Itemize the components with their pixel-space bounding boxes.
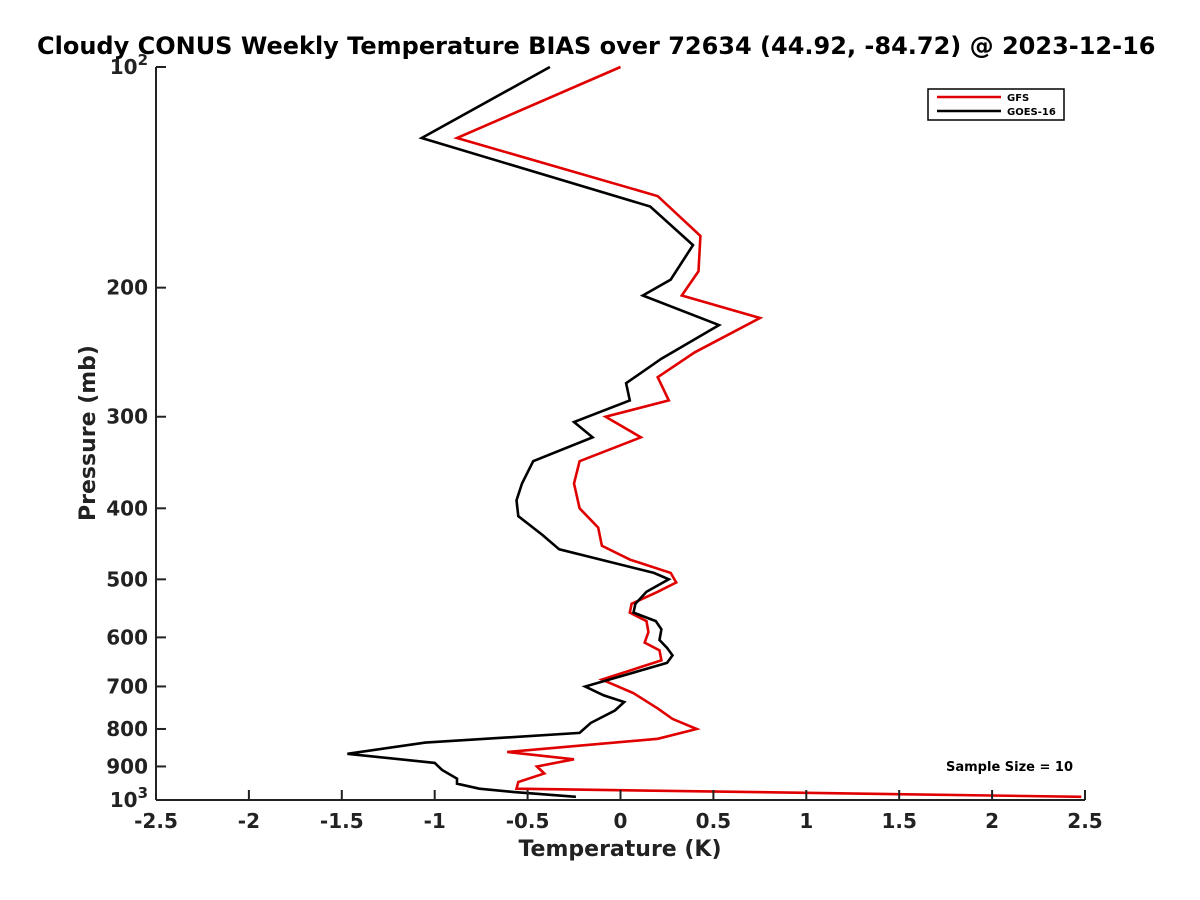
x-tick-label: 1 (799, 809, 813, 833)
y-tick-label-base: 10 (110, 55, 138, 79)
legend-label: GOES-16 (1007, 107, 1056, 118)
axes-layer (155, 67, 1085, 801)
x-tick-label: 0 (614, 809, 628, 833)
legend-label: GFS (1007, 93, 1029, 104)
y-tick-label-base: 400 (106, 496, 148, 520)
series-line-gfs (453, 65, 1082, 799)
y-tick-label-base: 800 (106, 717, 148, 741)
y-tick-label-base: 10 (110, 788, 138, 812)
x-tick-label: -1.5 (320, 809, 364, 833)
y-tick-label-base: 600 (106, 625, 148, 649)
y-tick-label-base: 200 (106, 276, 148, 300)
x-tick-label: 2 (985, 809, 999, 833)
y-tick-label: 500 (106, 567, 148, 591)
y-tick-label: 400 (106, 496, 148, 520)
y-tick-label: 900 (106, 754, 148, 778)
x-tick-label: 0.5 (696, 809, 731, 833)
y-tick-label: 200 (106, 276, 148, 300)
y-tick-label-base: 700 (106, 674, 148, 698)
legend-box (927, 88, 1065, 121)
x-tick-label: -0.5 (506, 809, 550, 833)
y-tick-label: 300 (106, 405, 148, 429)
y-axis-label: Pressure (mb) (76, 345, 101, 521)
y-tick-label-exponent: 2 (138, 51, 148, 69)
series-line-goes-16 (347, 65, 722, 799)
y-tick-label: 103 (110, 784, 148, 812)
x-tick-label: -2 (238, 809, 260, 833)
y-tick-label-exponent: 3 (138, 784, 148, 802)
sample-size-annotation: Sample Size = 10 (946, 760, 1073, 775)
x-axis-label: Temperature (K) (518, 837, 721, 862)
x-ticks: -2.5 -2 -1.5 -1 -0.5 0 0.5 1 1.5 2 2.5 (134, 790, 1103, 833)
y-tick-label: 800 (106, 717, 148, 741)
y-tick-label-base: 900 (106, 754, 148, 778)
y-tick-label: 600 (106, 625, 148, 649)
x-tick-label: 2.5 (1067, 809, 1102, 833)
y-tick-label-base: 500 (106, 567, 148, 591)
x-tick-label: -2.5 (134, 809, 178, 833)
x-tick-label: -1 (424, 809, 446, 833)
x-tick-label: 1.5 (881, 809, 916, 833)
y-tick-label-base: 300 (106, 405, 148, 429)
series-layer (347, 65, 1082, 799)
y-tick-label: 102 (110, 51, 148, 79)
legend: GFS GOES-16 (927, 88, 1065, 121)
chart-title: Cloudy CONUS Weekly Temperature BIAS ove… (37, 32, 1155, 60)
y-tick-label: 700 (106, 674, 148, 698)
